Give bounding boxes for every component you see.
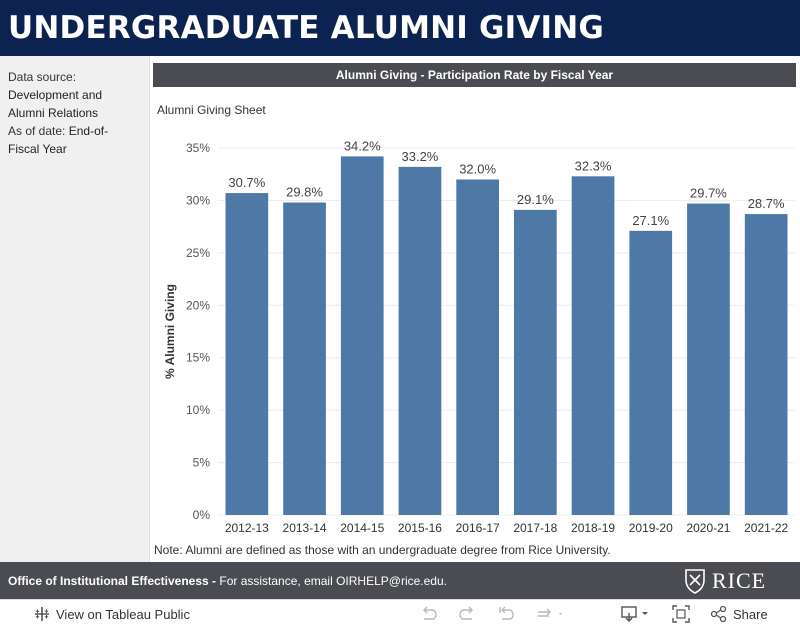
bar-value-label: 30.7%: [228, 175, 265, 190]
bar[interactable]: [398, 166, 442, 516]
bar-value-label: 29.7%: [690, 186, 727, 201]
chart-header: Alumni Giving - Participation Rate by Fi…: [153, 63, 796, 87]
refresh-icon: [538, 608, 562, 617]
x-tick-label: 2019-20: [629, 521, 673, 535]
y-tick-label: 25%: [186, 246, 210, 260]
as-of-value-part1: End-of-: [68, 124, 109, 138]
y-tick-label: 15%: [186, 351, 210, 365]
bar-value-label: 29.8%: [286, 185, 323, 200]
x-tick-label: 2018-19: [571, 521, 615, 535]
dashboard-header: UNDERGRADUATE ALUMNI GIVING: [0, 0, 800, 56]
x-tick-label: 2020-21: [686, 521, 730, 535]
fullscreen-icon: [672, 605, 690, 623]
share-icon: [710, 605, 727, 623]
bar[interactable]: [629, 230, 673, 515]
info-sidebar: Data source: Development and Alumni Rela…: [0, 56, 150, 562]
redo-icon: [459, 606, 473, 620]
bar[interactable]: [340, 156, 384, 516]
tableau-logo-icon: [35, 607, 49, 621]
x-tick-label: 2021-22: [744, 521, 788, 535]
bar-chart[interactable]: 0% 5% 10% 15% 20% 25% 30% 35% % Alumni Giving 30.…: [150, 130, 800, 540]
rice-logo: RICE: [684, 568, 766, 594]
office-name: Office of Institutional Effectiveness -: [8, 574, 217, 588]
undo-icon: [423, 606, 437, 620]
redo-button[interactable]: [458, 600, 476, 628]
y-tick-label: 30%: [186, 193, 210, 207]
data-source-value-line2: Alumni Relations: [8, 106, 99, 120]
refresh-button[interactable]: [535, 600, 565, 628]
undo-button[interactable]: [420, 600, 438, 628]
rice-logo-text: RICE: [712, 568, 767, 593]
tableau-toolbar: View on Tableau Public Share: [0, 599, 800, 627]
x-tick-label: 2017-18: [513, 521, 557, 535]
view-on-tableau-label: View on Tableau Public: [56, 606, 190, 622]
bar-value-label: 29.1%: [517, 192, 554, 207]
sheet-title: Alumni Giving Sheet: [157, 103, 266, 117]
bar[interactable]: [687, 203, 730, 515]
y-tick-label: 5%: [193, 456, 211, 470]
x-tick-label: 2016-17: [456, 521, 500, 535]
y-axis-title: % Alumni Giving: [163, 284, 177, 379]
bar-value-label: 33.2%: [402, 149, 439, 164]
rice-shield-icon: [685, 569, 705, 594]
bar[interactable]: [283, 202, 326, 516]
data-source-info: Data source: Development and Alumni Rela…: [8, 68, 140, 158]
share-button[interactable]: Share: [710, 600, 768, 628]
y-tick-label: 35%: [186, 141, 210, 155]
bar[interactable]: [456, 179, 499, 515]
download-button[interactable]: [620, 600, 652, 628]
x-tick-label: 2014-15: [340, 521, 384, 535]
bar[interactable]: [225, 193, 269, 515]
assistance-text: For assistance, email OIRHELP@rice.edu.: [219, 574, 447, 588]
revert-icon: [499, 606, 514, 620]
share-label: Share: [733, 606, 768, 622]
bar-value-label: 28.7%: [748, 196, 785, 211]
y-tick-label: 0%: [193, 508, 211, 522]
revert-button[interactable]: [497, 600, 515, 628]
download-icon: [621, 606, 648, 622]
y-tick-label: 10%: [186, 403, 210, 417]
footer-bar: Office of Institutional Effectiveness - …: [0, 562, 800, 599]
fullscreen-button[interactable]: [672, 600, 690, 628]
bar[interactable]: [744, 214, 788, 515]
bar-value-label: 27.1%: [632, 213, 669, 228]
chart-note: Note: Alumni are defined as those with a…: [154, 543, 611, 557]
as-of-label: As of date:: [8, 124, 66, 138]
data-source-label: Data source:: [8, 70, 77, 84]
as-of-value-part2: Fiscal Year: [8, 142, 67, 156]
bar-value-label: 32.0%: [459, 161, 496, 176]
dashboard-title: UNDERGRADUATE ALUMNI GIVING: [8, 10, 605, 46]
bar[interactable]: [571, 176, 615, 515]
as-of-date: As of date: End-of-: [8, 122, 140, 140]
bar-value-label: 32.3%: [575, 158, 612, 173]
footer-office-text: Office of Institutional Effectiveness - …: [8, 574, 447, 588]
x-tick-label: 2012-13: [225, 521, 269, 535]
y-tick-label: 20%: [186, 298, 210, 312]
x-tick-label: 2015-16: [398, 521, 442, 535]
bar-value-label: 34.2%: [344, 138, 381, 153]
x-tick-label: 2013-14: [283, 521, 327, 535]
view-on-tableau-button[interactable]: View on Tableau Public: [34, 600, 190, 628]
data-source-value-line1: Development and: [8, 88, 103, 102]
bar[interactable]: [514, 209, 557, 515]
